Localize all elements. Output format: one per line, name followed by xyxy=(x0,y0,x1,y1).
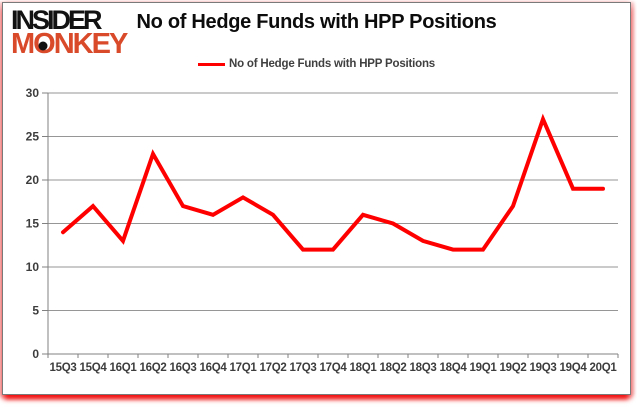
chart-title: No of Hedge Funds with HPP Positions xyxy=(136,11,497,33)
x-axis-label: 18Q2 xyxy=(380,362,407,374)
y-axis-label: 20 xyxy=(26,173,40,187)
x-axis-label: 19Q1 xyxy=(470,362,498,374)
y-axis-label: 30 xyxy=(26,86,40,100)
x-axis-label: 18Q3 xyxy=(410,362,437,374)
x-axis-label: 18Q1 xyxy=(350,362,378,374)
x-axis-label: 17Q1 xyxy=(230,362,258,374)
series-line-hpp xyxy=(61,113,605,252)
x-axis-label: 20Q1 xyxy=(590,362,618,374)
x-axis-label: 18Q4 xyxy=(440,362,468,374)
x-axis-label: 15Q3 xyxy=(50,362,77,374)
x-axis-label: 19Q4 xyxy=(560,362,588,374)
line-chart: 0 5 10 15 20 25 30 15Q3 15Q4 16Q1 16Q2 16Q3 16Q4 17Q1… xyxy=(26,86,619,374)
logo-text-monkey: MONKEY xyxy=(11,28,128,60)
chart-frame: INSIDER MONKEY No of Hedge Funds with HP… xyxy=(2,2,631,395)
insider-monkey-logo: INSIDER MONKEY xyxy=(11,5,128,60)
x-axis-label: 16Q3 xyxy=(170,362,197,374)
x-axis-label: 17Q4 xyxy=(320,362,348,374)
monkey-o-face-icon: O xyxy=(33,30,56,59)
y-axis-label: 15 xyxy=(26,217,40,231)
y-axis-label: 5 xyxy=(32,304,39,318)
x-axis-label: 19Q3 xyxy=(530,362,557,374)
legend-series-label: No of Hedge Funds with HPP Positions xyxy=(229,58,435,70)
x-axis-label: 19Q2 xyxy=(500,362,527,374)
x-axis-label: 15Q4 xyxy=(80,362,108,374)
chart-legend: No of Hedge Funds with HPP Positions xyxy=(3,56,630,72)
y-axis-label: 25 xyxy=(26,130,40,144)
y-axis-label: 10 xyxy=(26,260,40,274)
x-axis-label: 17Q2 xyxy=(260,362,287,374)
y-axis-label: 0 xyxy=(32,347,39,361)
x-axis-label: 16Q2 xyxy=(140,362,167,374)
logo-text-insider: INSIDER xyxy=(11,5,103,35)
x-axis-label: 16Q1 xyxy=(110,362,138,374)
x-axis-label: 17Q3 xyxy=(290,362,317,374)
x-axis-label: 16Q4 xyxy=(200,362,228,374)
legend-line-swatch-icon xyxy=(198,62,225,66)
